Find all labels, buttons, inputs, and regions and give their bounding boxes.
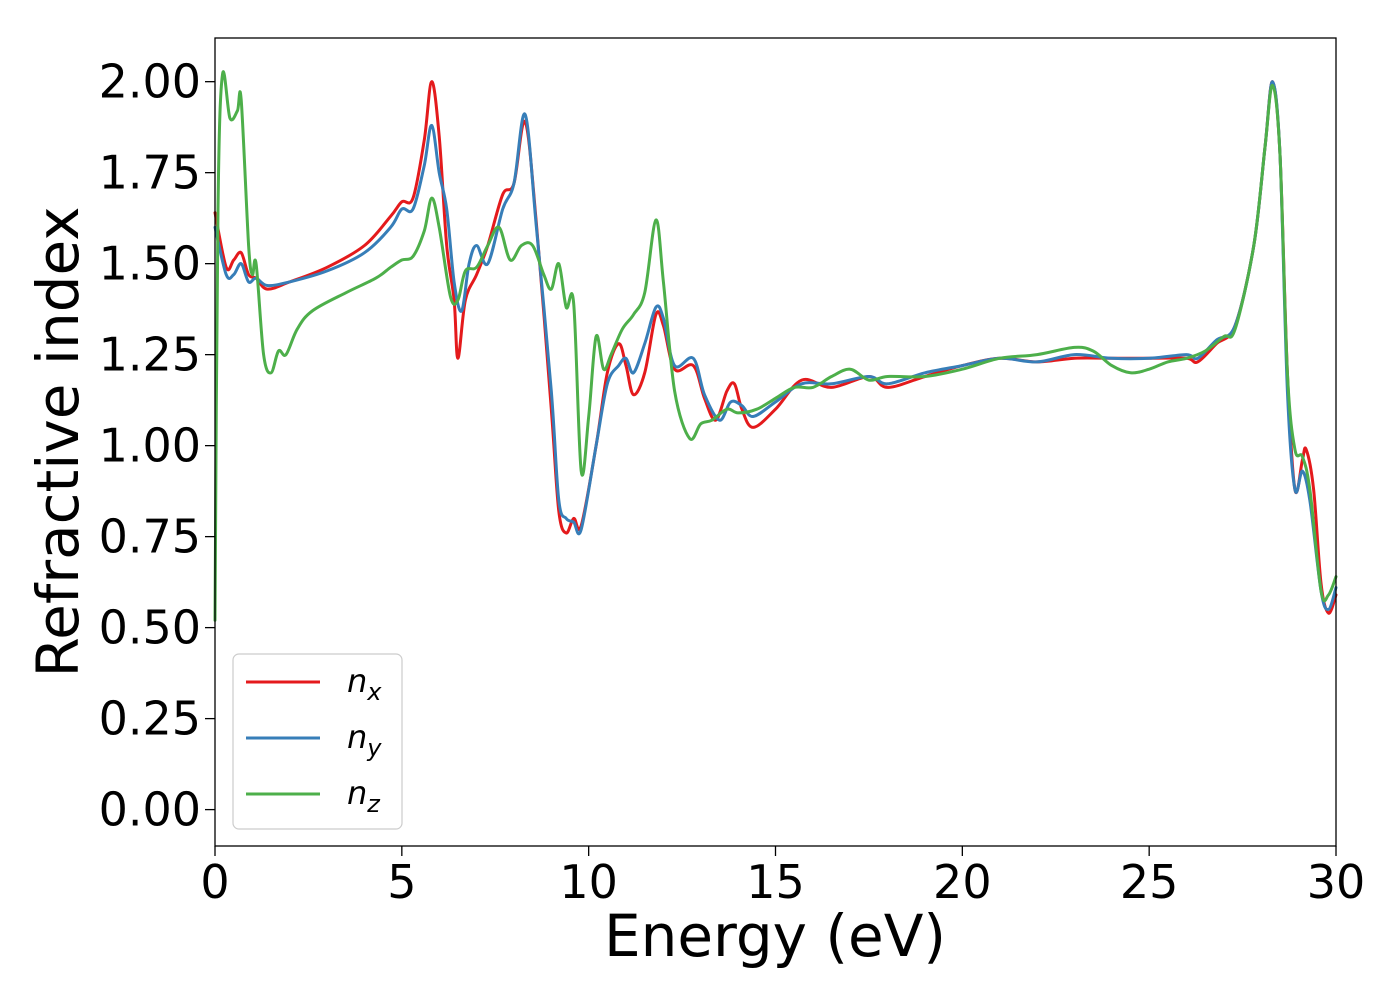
y-tick-label: 1.75 xyxy=(99,146,201,200)
x-tick-label: 10 xyxy=(559,855,618,909)
series-layer xyxy=(213,70,1338,622)
x-tick-label: 15 xyxy=(746,855,805,909)
x-tick-label: 30 xyxy=(1307,855,1366,909)
y-tick-label: 1.25 xyxy=(99,328,201,382)
y-tick-label: 2.00 xyxy=(99,55,201,109)
y-tick-label: 0.75 xyxy=(99,510,201,564)
series-line-ny xyxy=(213,80,1338,612)
y-tick-label: 0.00 xyxy=(99,783,201,837)
y-tick-label: 0.50 xyxy=(99,601,201,655)
x-axis-ticks: 0 5 10 15 20 25 30 xyxy=(200,846,1365,909)
y-tick-label: 1.50 xyxy=(99,237,201,291)
x-axis-label: Energy (eV) xyxy=(604,902,946,970)
legend-entries: nx ny nz xyxy=(246,662,382,818)
y-tick-label: 0.25 xyxy=(99,692,201,746)
series-line-nz xyxy=(213,70,1338,622)
y-tick-label: 1.00 xyxy=(99,419,201,473)
series-line-nx xyxy=(213,80,1338,615)
legend: nx ny nz xyxy=(232,653,403,830)
x-tick-label: 5 xyxy=(387,855,416,909)
x-tick-label: 25 xyxy=(1120,855,1179,909)
y-axis-label: Refractive index xyxy=(24,206,92,677)
legend-label-nx: nx xyxy=(347,662,382,706)
legend-label-nz: nz xyxy=(347,774,381,818)
legend-box xyxy=(232,653,403,830)
legend-label-ny: ny xyxy=(347,718,382,762)
x-tick-label: 20 xyxy=(933,855,992,909)
x-tick-label: 0 xyxy=(200,855,229,909)
y-axis-ticks: 0.00 0.25 0.50 0.75 1.00 1.25 1.50 1.75 2.00 xyxy=(99,55,215,837)
